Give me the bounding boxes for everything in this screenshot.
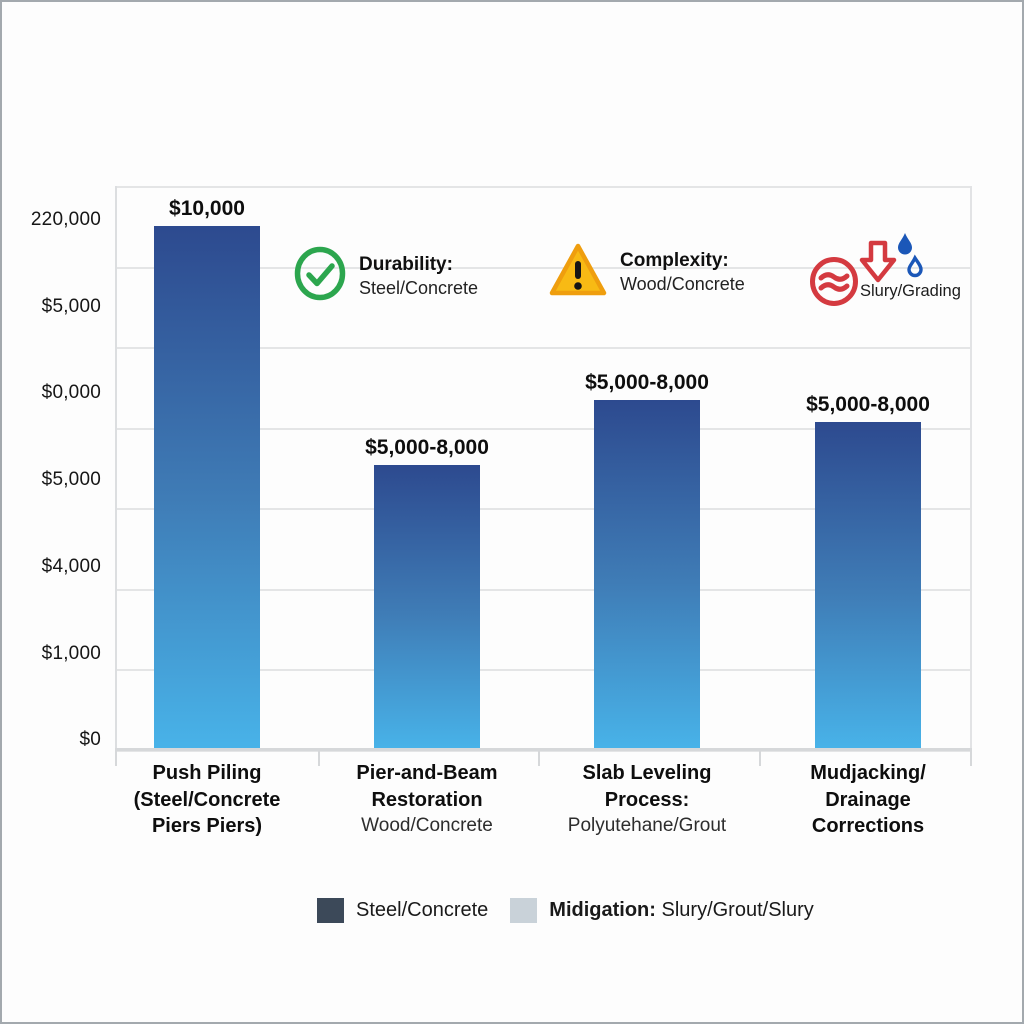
category-label-3: Slab Leveling Process: Polyutehane/Grout — [529, 760, 765, 840]
y-axis-tick-label: $0 — [79, 729, 101, 751]
check-circle-icon — [293, 245, 347, 307]
bar-2 — [374, 465, 480, 750]
gridline — [115, 588, 972, 591]
category-label-1: Push Piling (Steel/Concrete Piers Piers) — [89, 760, 325, 840]
plot-right-border — [970, 186, 972, 752]
axis-tick — [115, 750, 117, 766]
category-label-2: Pier-and-Beam Restoration Wood/Concrete — [309, 760, 545, 840]
category-title-line: Pier-and-Beam — [356, 762, 498, 784]
legend-label-bold: Midigation: — [549, 899, 656, 921]
axis-tick — [318, 750, 320, 766]
gridline — [115, 266, 972, 269]
y-axis-tick-label: $4,000 — [41, 555, 101, 577]
category-title-line: Push Piling — [152, 762, 262, 784]
category-label-4: Mudjacking/Drainage Corrections — [750, 760, 986, 840]
y-axis-tick-label: $1,000 — [41, 642, 101, 664]
category-title-line: Piers Piers) — [151, 815, 263, 837]
water-droplets-icon — [894, 232, 924, 287]
annotation-subtitle: Wood/Concrete — [620, 274, 745, 294]
annotation-title: Complexity: — [620, 250, 729, 271]
legend: Steel/Concrete Midigation: Slury/Grout/S… — [317, 898, 814, 923]
y-axis-line — [115, 186, 117, 752]
axis-tick — [970, 750, 972, 766]
y-axis-tick-label: $5,000 — [41, 469, 101, 491]
category-subtitle: Polyutehane/Grout — [567, 815, 727, 836]
legend-label: Steel/Concrete — [356, 899, 489, 921]
down-arrow-icon — [859, 240, 897, 289]
annotation-title: Durability: — [359, 253, 453, 275]
category-title-line: Process: — [604, 788, 690, 811]
gridline — [115, 669, 972, 672]
bar-value-label: $5,000-8,000 — [365, 436, 489, 459]
y-axis-tick-label: $5,000 — [41, 295, 101, 317]
bar-4 — [815, 422, 921, 750]
bar-1 — [154, 226, 260, 750]
plot-area: $10,000 $5,000-8,000 $5,000-8,000 $5,000-8,… — [115, 186, 972, 752]
legend-item-mitigation: Midigation: Slury/Grout/Slury — [510, 898, 814, 923]
x-axis-line — [115, 748, 972, 751]
annotation-slurry-grading: Slury/Grading — [806, 232, 966, 307]
gridline — [115, 186, 972, 188]
bar-3 — [594, 400, 700, 750]
gridline — [115, 750, 972, 752]
y-axis-tick-label: 220,000 — [30, 209, 101, 230]
legend-label-rest: Slury/Grout/Slury — [661, 899, 814, 921]
bar-value-label: $5,000-8,000 — [806, 393, 930, 416]
category-title-line: (Steel/Concrete — [133, 788, 281, 811]
axis-tick — [759, 750, 761, 766]
category-title-line: Mudjacking/ — [810, 762, 926, 784]
category-subtitle: Wood/Concrete — [361, 815, 493, 836]
warning-triangle-icon — [548, 242, 608, 303]
waves-circle-icon — [808, 257, 860, 311]
annotation-subtitle: Steel/Concrete — [359, 277, 479, 298]
category-title-line: Slab Leveling — [582, 762, 712, 784]
category-title-line: Drainage — [825, 788, 911, 811]
axis-tick — [538, 750, 540, 766]
legend-swatch-dark — [317, 898, 344, 923]
gridline — [115, 347, 972, 350]
annotation-durability: Durability: Steel/Concrete — [293, 245, 478, 307]
bar-value-label: $5,000-8,000 — [585, 371, 709, 394]
bar-value-label: $10,000 — [169, 197, 245, 220]
legend-label: Midigation: Slury/Grout/Slury — [549, 899, 813, 922]
annotation-label: Slury/Grading — [860, 282, 961, 300]
y-axis-tick-label: $0,000 — [41, 382, 101, 404]
gridline — [115, 427, 972, 430]
category-title-line: Restoration — [371, 788, 483, 811]
category-title-line: Corrections — [811, 815, 925, 837]
legend-swatch-light — [510, 898, 538, 923]
legend-item-steel-concrete: Steel/Concrete — [317, 898, 488, 923]
annotation-complexity: Complexity: Wood/Concrete — [548, 242, 745, 303]
gridline — [115, 508, 972, 511]
